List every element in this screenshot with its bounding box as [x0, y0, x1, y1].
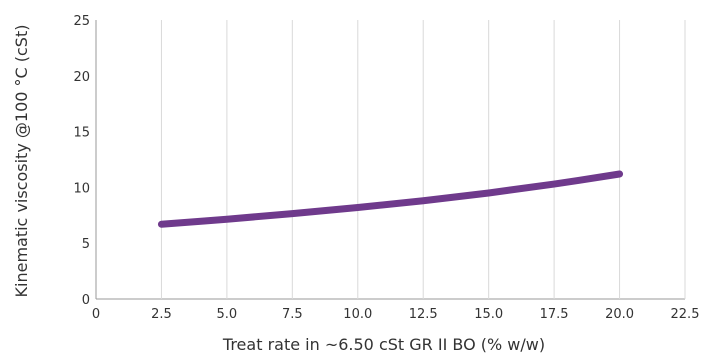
x-tick-label: 15.0 — [474, 307, 503, 322]
gridlines — [160, 20, 686, 299]
x-tick-label: 17.5 — [540, 307, 569, 322]
viscosity-series-line — [157, 170, 624, 228]
tick-labels: 0 2.5 5.0 7.5 10.0 12.5 15.0 17.5 20.0 22.5 0 5 10 15… — [73, 14, 699, 322]
x-tick-label: 7.5 — [282, 307, 303, 322]
series-layer — [157, 170, 624, 228]
x-tick-label: 0 — [92, 307, 100, 322]
y-tick-label: 10 — [73, 181, 90, 196]
x-tick-label: 10.0 — [343, 307, 372, 322]
x-tick-label: 22.5 — [671, 307, 700, 322]
x-axis-title: Treat rate in ~6.50 cSt GR II BO (% w/w) — [222, 335, 545, 354]
y-tick-label: 20 — [73, 70, 90, 85]
y-tick-label: 5 — [82, 237, 90, 252]
y-axis-title: Kinematic viscosity @100 °C (cSt) — [12, 25, 31, 298]
x-tick-label: 5.0 — [217, 307, 238, 322]
y-tick-label: 25 — [73, 14, 90, 29]
x-tick-label: 12.5 — [409, 307, 438, 322]
y-tick-label: 15 — [73, 126, 90, 141]
y-tick-label: 0 — [82, 293, 90, 308]
x-tick-label: 20.0 — [605, 307, 634, 322]
x-tick-label: 2.5 — [151, 307, 172, 322]
